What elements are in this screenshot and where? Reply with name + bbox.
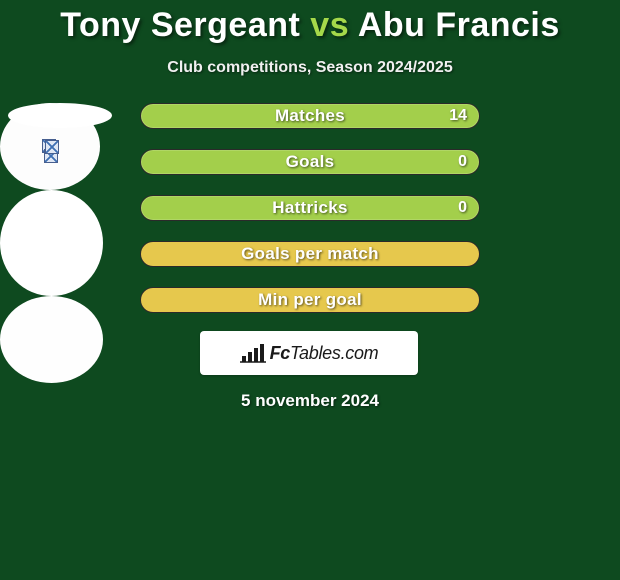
stat-value-right: 14	[449, 104, 467, 128]
stat-bar-goals-per-match: Goals per match	[140, 241, 480, 267]
broken-image-icon	[45, 140, 59, 154]
player-b-name: Abu Francis	[358, 6, 560, 44]
stat-label: Goals per match	[141, 242, 479, 266]
logo-text: FcTables.com	[270, 343, 379, 364]
stat-bar-matches: Matches 14	[140, 103, 480, 129]
player-b-avatar-placeholder	[0, 190, 103, 296]
page-title: Tony Sergeant vs Abu Francis	[0, 0, 620, 45]
date-text: 5 november 2024	[0, 391, 620, 411]
decor-ellipse	[8, 103, 112, 128]
stat-label: Matches	[141, 104, 479, 128]
stat-label: Goals	[141, 150, 479, 174]
logo-suffix: Tables.com	[290, 343, 378, 363]
stat-bar-min-per-goal: Min per goal	[140, 287, 480, 313]
stat-value-right: 0	[458, 196, 467, 220]
player-b-club-placeholder	[0, 296, 103, 383]
player-a-name: Tony Sergeant	[60, 6, 300, 44]
stat-value-right: 0	[458, 150, 467, 174]
stat-bars: Matches 14 Goals 0 Hattricks 0 Goals per…	[140, 103, 480, 333]
vs-text: vs	[310, 6, 349, 44]
comparison-stage: Matches 14 Goals 0 Hattricks 0 Goals per…	[0, 103, 620, 463]
subtitle: Club competitions, Season 2024/2025	[0, 59, 620, 77]
stat-bar-hattricks: Hattricks 0	[140, 195, 480, 221]
bar-chart-icon	[240, 342, 266, 364]
logo-prefix: Fc	[270, 343, 290, 363]
stat-label: Min per goal	[141, 288, 479, 312]
logo-card: FcTables.com	[200, 331, 418, 375]
stat-bar-goals: Goals 0	[140, 149, 480, 175]
stat-label: Hattricks	[141, 196, 479, 220]
